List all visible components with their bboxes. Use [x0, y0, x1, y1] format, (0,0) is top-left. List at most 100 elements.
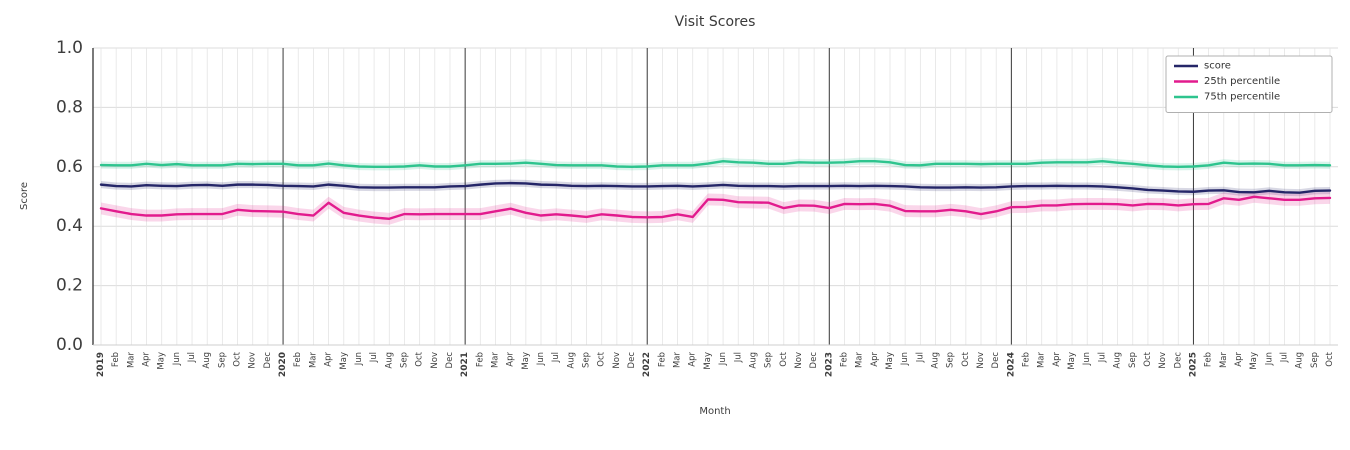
chart-title: Visit Scores	[675, 14, 756, 30]
x-tick-label: Mar	[1037, 352, 1047, 369]
x-tick-label: Jun	[172, 352, 182, 366]
x-tick-label: Jun	[536, 352, 546, 366]
x-tick-label: May	[157, 352, 167, 370]
y-tick-label: 0.2	[56, 276, 83, 296]
series-band-25th-percentile	[101, 190, 1330, 225]
y-tick-label: 0.8	[56, 97, 83, 117]
x-tick-label: Aug	[748, 352, 758, 369]
y-tick-label: 0.4	[56, 216, 83, 236]
x-tick-label: Aug	[1295, 352, 1305, 369]
x-tick-label: May	[521, 352, 531, 370]
x-tick-label: Aug	[202, 352, 212, 369]
x-tick-label: Sep	[764, 352, 774, 368]
x-tick-label-year: 2021	[460, 352, 470, 377]
x-tick-label: Feb	[1022, 352, 1032, 367]
x-tick-label: Oct	[779, 351, 789, 366]
x-tick-label: Feb	[1204, 352, 1214, 367]
x-tick-label-year: 2024	[1006, 352, 1016, 377]
x-tick-label: Oct	[597, 351, 607, 366]
x-tick-label: Apr	[1052, 352, 1062, 367]
x-tick-label: Feb	[657, 352, 667, 367]
x-tick-label: Nov	[1158, 352, 1168, 369]
x-tick-label: Nov	[430, 352, 440, 369]
x-tick-label: Jul	[1279, 352, 1289, 363]
x-tick-label: Nov	[976, 352, 986, 369]
x-tick-label: Dec	[627, 352, 637, 369]
x-tick-label: Dec	[1173, 352, 1183, 369]
plot-area: 0.0 0.2 0.4 0.6 0.8 1.0 2019 Feb Mar Apr May Jun Jul…	[56, 38, 1338, 377]
x-tick-label: Jul	[733, 352, 743, 363]
x-tick-label: Dec	[263, 352, 273, 369]
x-tick-label: Dec	[445, 352, 455, 369]
y-tick-label: 0.0	[56, 335, 83, 355]
x-tick-label: Sep	[1310, 352, 1320, 368]
x-tick-label: Sep	[399, 352, 409, 368]
x-tick-label: Sep	[1128, 352, 1138, 368]
x-tick-label: Aug	[566, 352, 576, 369]
x-tick-label: Sep	[582, 352, 592, 368]
x-tick-label: Feb	[475, 352, 485, 367]
x-tick-label: Feb	[111, 352, 121, 367]
x-tick-label-year: 2023	[824, 352, 834, 377]
x-tick-label: Aug	[384, 352, 394, 369]
series-line-score	[99, 181, 1332, 194]
legend-label: 75th percentile	[1204, 92, 1280, 103]
x-tick-label: Oct	[1143, 351, 1153, 366]
x-tick-label: Apr	[324, 352, 334, 367]
x-tick-label: Nov	[794, 352, 804, 369]
x-tick-label: Jun	[1082, 352, 1092, 366]
x-tick-label: May	[339, 352, 349, 370]
y-tick-label: 1.0	[56, 38, 83, 58]
x-tick-label: Aug	[1113, 352, 1123, 369]
legend-label: 25th percentile	[1204, 76, 1280, 87]
x-tick-label: May	[1249, 352, 1259, 370]
x-tick-label: Mar	[126, 352, 136, 369]
x-tick-label: Apr	[506, 352, 516, 367]
x-tick-label: Oct	[233, 351, 243, 366]
x-tick-label: Feb	[839, 352, 849, 367]
x-tick-label: Dec	[991, 352, 1001, 369]
x-tick-label: Oct	[961, 351, 971, 366]
x-tick-label: May	[885, 352, 895, 370]
x-tick-label: Sep	[217, 352, 227, 368]
x-tick-label: Oct	[415, 351, 425, 366]
x-tick-label: Apr	[142, 352, 152, 367]
legend-box	[1165, 55, 1333, 113]
x-tick-label: May	[703, 352, 713, 370]
x-tick-label: Nov	[612, 352, 622, 369]
x-tick-label: Feb	[293, 352, 303, 367]
x-axis-label: Month	[699, 406, 730, 417]
x-tick-label-year: 2022	[642, 352, 652, 377]
series-line-25th-percentile	[99, 195, 1332, 220]
x-tick-label: Jul	[187, 352, 197, 363]
x-tick-label: May	[1067, 352, 1077, 370]
x-tick-label: Dec	[809, 352, 819, 369]
x-tick-label: Jun	[1264, 352, 1274, 366]
series-band-score	[101, 179, 1330, 197]
x-tick-label: Jun	[354, 352, 364, 366]
x-tick-label-year: 2019	[96, 352, 106, 377]
legend-label: score	[1204, 61, 1231, 72]
x-tick-label: Aug	[931, 352, 941, 369]
x-tick-label: Jul	[551, 352, 561, 363]
x-tick-label: Mar	[1219, 352, 1229, 369]
x-tick-label: Mar	[490, 352, 500, 369]
x-tick-label: Apr	[1234, 352, 1244, 367]
x-tick-label: Mar	[673, 352, 683, 369]
x-tick-label-year: 2020	[278, 352, 288, 377]
x-tick-label: Jul	[1097, 352, 1107, 363]
y-tick-label: 0.6	[56, 157, 83, 177]
series-line-75th-percentile	[99, 159, 1332, 169]
x-tick-label: Oct	[1325, 351, 1335, 366]
x-tick-label: Mar	[855, 352, 865, 369]
y-axis-label: Score	[19, 182, 30, 210]
x-tick-label: Jul	[915, 352, 925, 363]
x-tick-label: Mar	[308, 352, 318, 369]
x-tick-label: Jun	[718, 352, 728, 366]
x-tick-label: Jun	[900, 352, 910, 366]
x-tick-label: Sep	[946, 352, 956, 368]
x-tick-label: Nov	[248, 352, 258, 369]
x-tick-label: Apr	[870, 352, 880, 367]
